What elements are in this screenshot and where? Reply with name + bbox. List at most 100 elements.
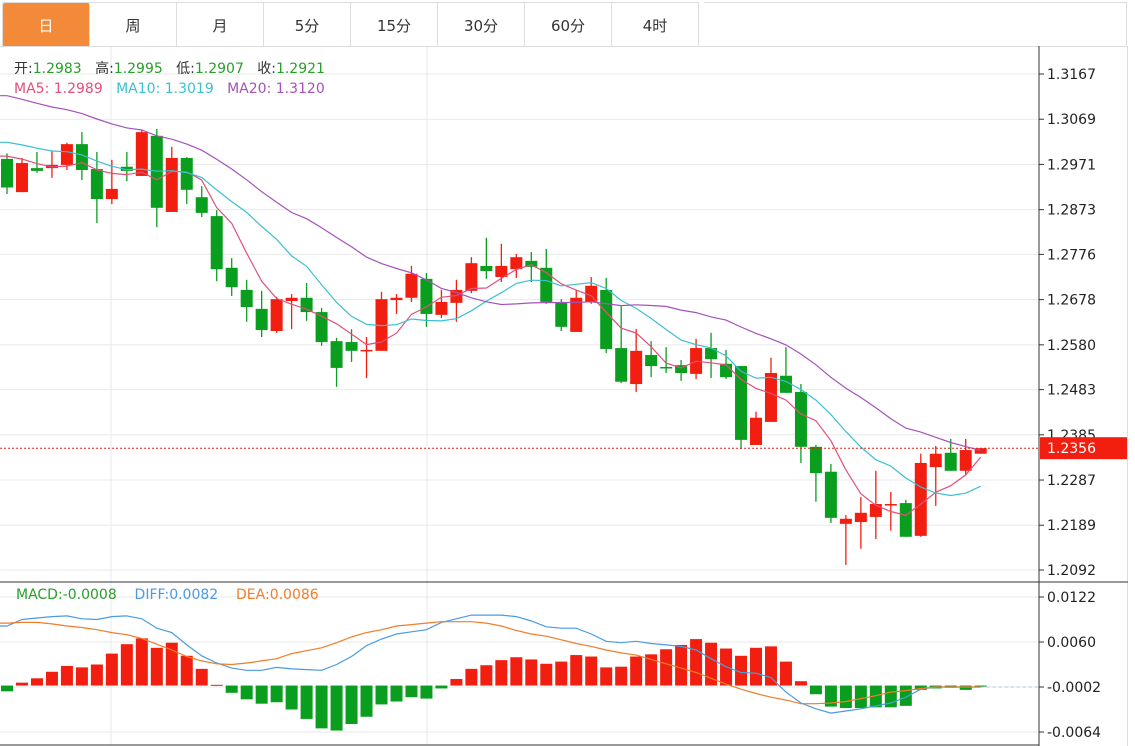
candle-body <box>255 308 268 331</box>
candle <box>315 307 328 346</box>
candle <box>630 329 643 392</box>
close-label: 收: <box>257 61 276 77</box>
candle-body <box>315 312 328 343</box>
tab-60min[interactable]: 60分 <box>525 3 612 47</box>
candle <box>735 366 748 450</box>
candle-body <box>105 188 118 200</box>
open-value: 1.2983 <box>32 61 82 77</box>
candle-body <box>240 289 253 308</box>
candle <box>210 210 223 282</box>
tab-4hour[interactable]: 4时 <box>612 3 699 47</box>
candle-body <box>180 157 193 190</box>
macd-tick-label: -0.0002 <box>1047 680 1101 696</box>
price-tick-label: 1.2483 <box>1047 383 1096 399</box>
candle-body <box>660 366 673 369</box>
candle-body <box>270 299 283 331</box>
candle-body <box>824 471 837 518</box>
macd-bar <box>75 667 88 686</box>
price-tick-label: 1.2873 <box>1047 203 1096 219</box>
candle <box>360 336 373 379</box>
price-tick-label: 1.3069 <box>1047 112 1096 128</box>
tab-30min[interactable]: 30分 <box>438 3 525 47</box>
candle-body <box>480 265 493 272</box>
ma5-line <box>0 155 982 516</box>
tab-week[interactable]: 周 <box>90 3 177 47</box>
candle-body <box>585 285 598 302</box>
candle <box>854 497 867 549</box>
low-value: 1.2907 <box>194 61 244 77</box>
candle <box>135 129 148 176</box>
candle-body <box>794 391 807 447</box>
tab-month[interactable]: 月 <box>177 3 264 47</box>
chart-frame <box>0 46 1128 746</box>
macd-bar <box>120 644 133 686</box>
candle <box>300 283 313 321</box>
macd-bar <box>105 653 118 686</box>
ma5-value: 1.2989 <box>53 81 103 97</box>
candle <box>480 237 493 279</box>
macd-bar <box>135 638 148 686</box>
candle <box>195 186 208 218</box>
candle <box>615 306 628 384</box>
macd-bar <box>839 685 852 709</box>
open-label: 开: <box>14 61 33 77</box>
macd-bar <box>585 656 598 686</box>
candle <box>705 332 718 379</box>
tab-5min[interactable]: 5分 <box>264 3 351 47</box>
price-tick-label: 1.2971 <box>1047 157 1096 173</box>
candle-body <box>809 446 822 474</box>
candle <box>899 499 912 537</box>
candle-body <box>435 301 448 315</box>
macd-bar <box>450 679 463 686</box>
macd-bar <box>195 668 208 686</box>
tab-day[interactable]: 日 <box>3 3 90 47</box>
candle <box>120 151 133 182</box>
macd-tick-label: -0.0064 <box>1047 725 1101 741</box>
candle-body <box>90 169 103 200</box>
candle-body <box>165 157 178 212</box>
candle <box>570 289 583 332</box>
candle <box>240 279 253 322</box>
macd-bar <box>210 684 223 686</box>
candle <box>30 151 43 173</box>
candle <box>435 289 448 319</box>
candle-body <box>405 273 418 298</box>
candle-body <box>330 341 343 368</box>
candle-body <box>884 504 897 506</box>
candle <box>914 453 927 537</box>
macd-bar <box>390 685 403 702</box>
ma20-value: 1.3120 <box>275 81 325 97</box>
macd-bar <box>300 685 313 719</box>
macd-tick-label: 0.0060 <box>1047 635 1096 651</box>
candle <box>225 258 238 296</box>
candle-body <box>465 263 478 291</box>
macd-bar <box>854 685 867 709</box>
dea-value: 0.0086 <box>269 587 319 603</box>
candle <box>794 384 807 463</box>
candle-body <box>210 216 223 270</box>
macd-bar <box>480 665 493 686</box>
candle-body <box>1 158 13 188</box>
candle <box>465 257 478 294</box>
candle <box>779 347 792 393</box>
candle <box>1 153 13 194</box>
candle <box>600 277 613 354</box>
tab-15min[interactable]: 15分 <box>351 3 438 47</box>
macd-bar <box>165 642 178 686</box>
macd-bar <box>899 685 912 706</box>
candle-body <box>525 260 538 267</box>
candle <box>495 243 508 283</box>
macd-tick-label: 0.0122 <box>1047 590 1096 606</box>
macd-bar <box>465 668 478 686</box>
candle <box>944 438 957 471</box>
candle-body <box>360 349 373 352</box>
macd-bar <box>690 639 703 686</box>
price-tick-label: 1.3167 <box>1047 67 1096 83</box>
header-spacer <box>704 2 1127 46</box>
macd-bar <box>779 661 792 686</box>
ma-legend: MA5: 1.2989 MA10: 1.3019 MA20: 1.3120 <box>14 81 325 97</box>
candle-body <box>345 342 358 351</box>
macd-bar <box>495 660 508 686</box>
macd-value: -0.0008 <box>62 587 117 603</box>
